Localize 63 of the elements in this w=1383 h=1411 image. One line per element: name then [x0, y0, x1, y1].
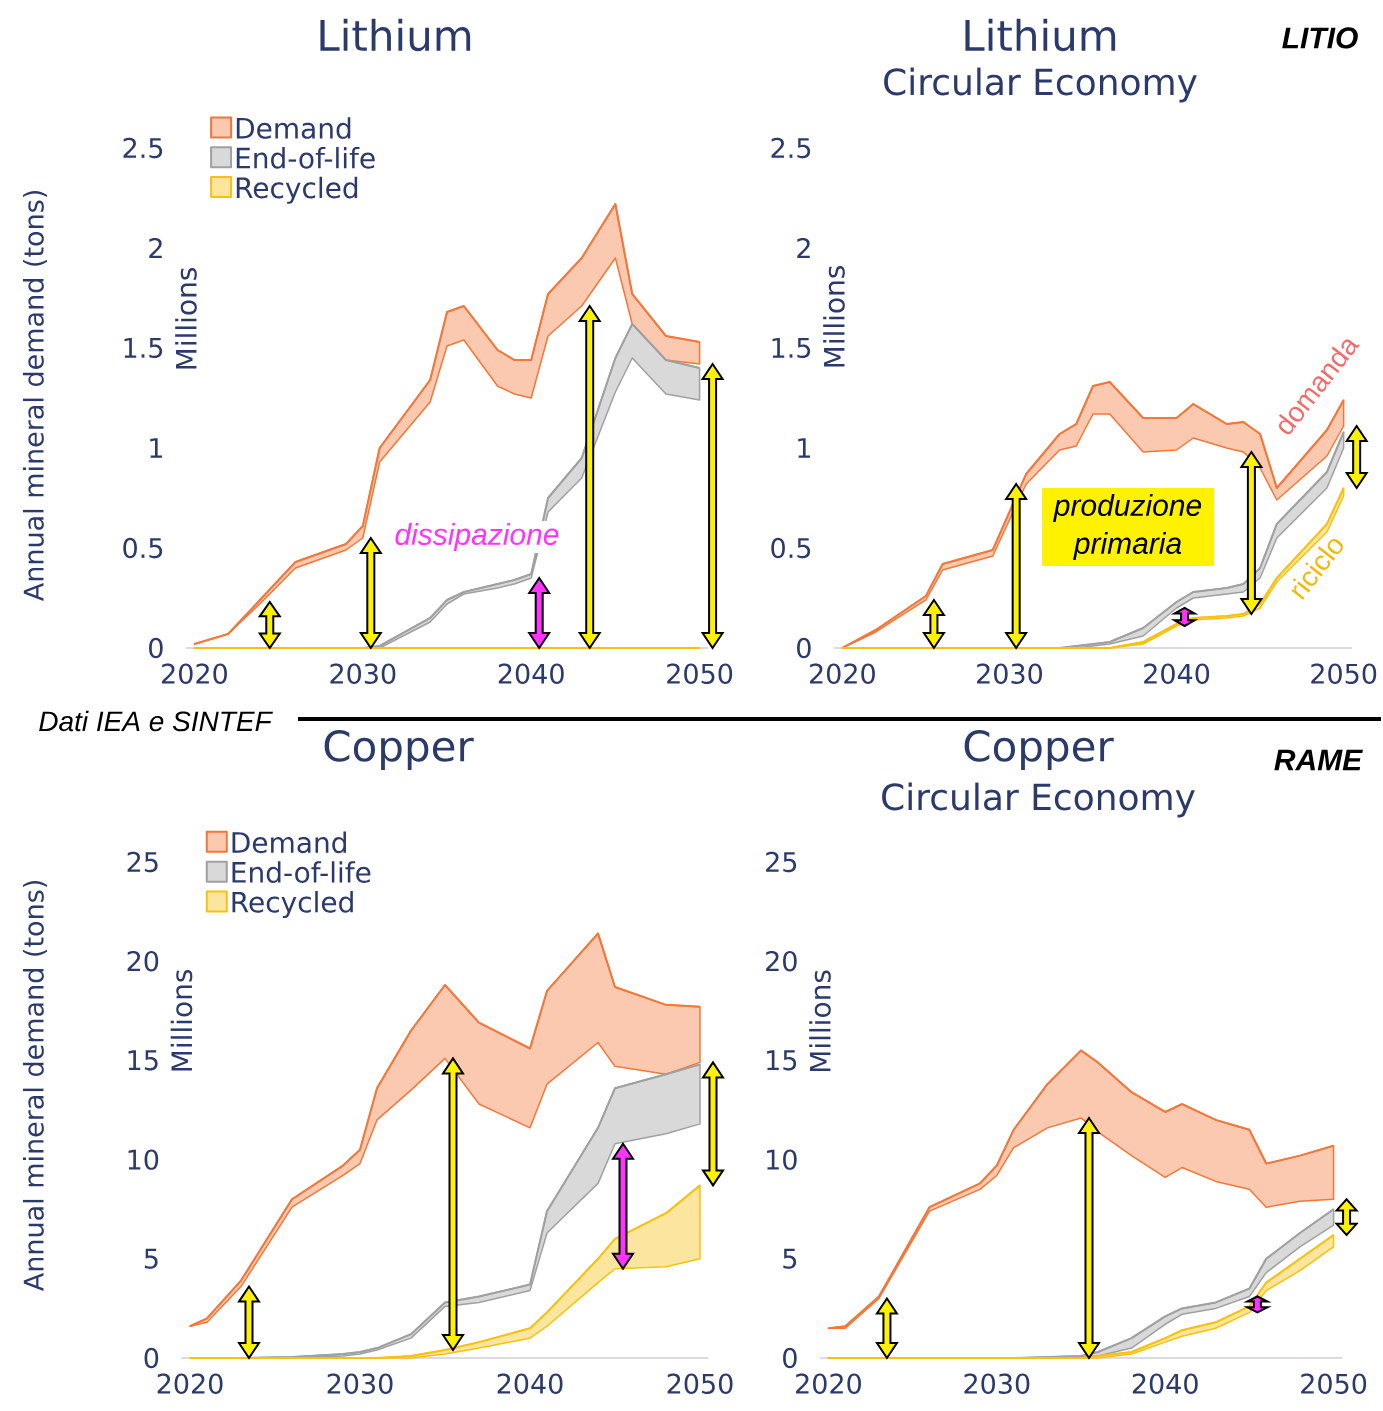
annotation: produzione primaria [1053, 494, 1202, 560]
text: LITIO [1282, 27, 1358, 49]
legend-label: Recycled [236, 176, 358, 204]
chart-title: Copper [964, 730, 1114, 770]
chart-subtitle: Circular Economy [882, 782, 1195, 818]
x-tick-label: 2020 [157, 1373, 223, 1394]
chart-title: Lithium [320, 18, 471, 52]
y-tick-label: 1 [798, 438, 810, 458]
x-tick-label: 2040 [1132, 1373, 1198, 1394]
x-tick-label: 2020 [809, 663, 875, 684]
text: Annual mineral demand (tons) [22, 191, 48, 602]
y-tick-label: 0 [783, 1347, 797, 1369]
y-tick-label: 0 [149, 637, 163, 659]
y-tick-label: 25 [766, 851, 797, 873]
y-tick-label: 2 [797, 237, 810, 259]
text: Dati IEA e SINTEF [39, 710, 273, 732]
chart-title: Copper [324, 730, 474, 770]
y-tick-label: 1 [150, 438, 162, 458]
x-tick-label: 2050 [667, 663, 733, 684]
x-tick-label: 2040 [498, 663, 564, 684]
text: Annual mineral demand (tons) [22, 881, 48, 1292]
x-tick-label: 2040 [497, 1373, 563, 1394]
x-tick-label: 2030 [330, 663, 396, 684]
y-tick-label: 5 [783, 1248, 797, 1269]
y-tick-label: 20 [766, 950, 797, 972]
y-tick-label: 1.5 [772, 337, 811, 359]
y-tick-label: 5 [144, 1248, 158, 1269]
y-axis-title: Millions [170, 969, 193, 1071]
legend-label: End-of-life [236, 146, 375, 169]
y-tick-label: 2.5 [771, 137, 811, 159]
y-tick-label: 0 [797, 637, 811, 659]
y-tick-label: 10 [128, 1149, 159, 1170]
y-tick-label: 0.5 [123, 537, 163, 559]
y-tick-label: 2.5 [123, 137, 163, 159]
chart-title: Lithium [965, 18, 1116, 52]
x-tick-label: 2020 [162, 663, 227, 684]
x-tick-label: 2040 [1144, 663, 1210, 684]
y-tick-label: 1.5 [124, 337, 163, 359]
y-tick-label: 0.5 [771, 537, 811, 559]
y-tick-label: 0 [144, 1347, 159, 1369]
y-tick-label: 15 [767, 1050, 797, 1071]
x-tick-label: 2050 [667, 1373, 733, 1394]
y-tick-label: 2 [149, 237, 162, 259]
y-tick-label: 10 [767, 1149, 797, 1170]
x-tick-label: 2030 [964, 1373, 1030, 1394]
legend-label: End-of-life [232, 861, 371, 883]
chart-subtitle: Circular Economy [884, 67, 1197, 103]
legend-label: Recycled [232, 891, 353, 919]
annotation: dissipazione [395, 523, 559, 551]
y-axis-title: Millions [823, 265, 845, 367]
legend-label: Demand [232, 831, 346, 854]
x-tick-label: 2020 [796, 1373, 861, 1394]
x-tick-label: 2050 [1311, 663, 1377, 684]
y-axis-title: Millions [809, 970, 831, 1072]
y-tick-label: 20 [127, 950, 159, 972]
x-tick-label: 2030 [327, 1373, 393, 1394]
legend-label: Demand [236, 117, 351, 139]
y-tick-label: 15 [128, 1050, 158, 1071]
x-tick-label: 2030 [977, 663, 1042, 684]
y-axis-title: Millions [175, 267, 197, 369]
y-tick-label: 25 [127, 851, 158, 873]
x-tick-label: 2050 [1301, 1373, 1367, 1394]
text: RAME [1274, 749, 1363, 771]
